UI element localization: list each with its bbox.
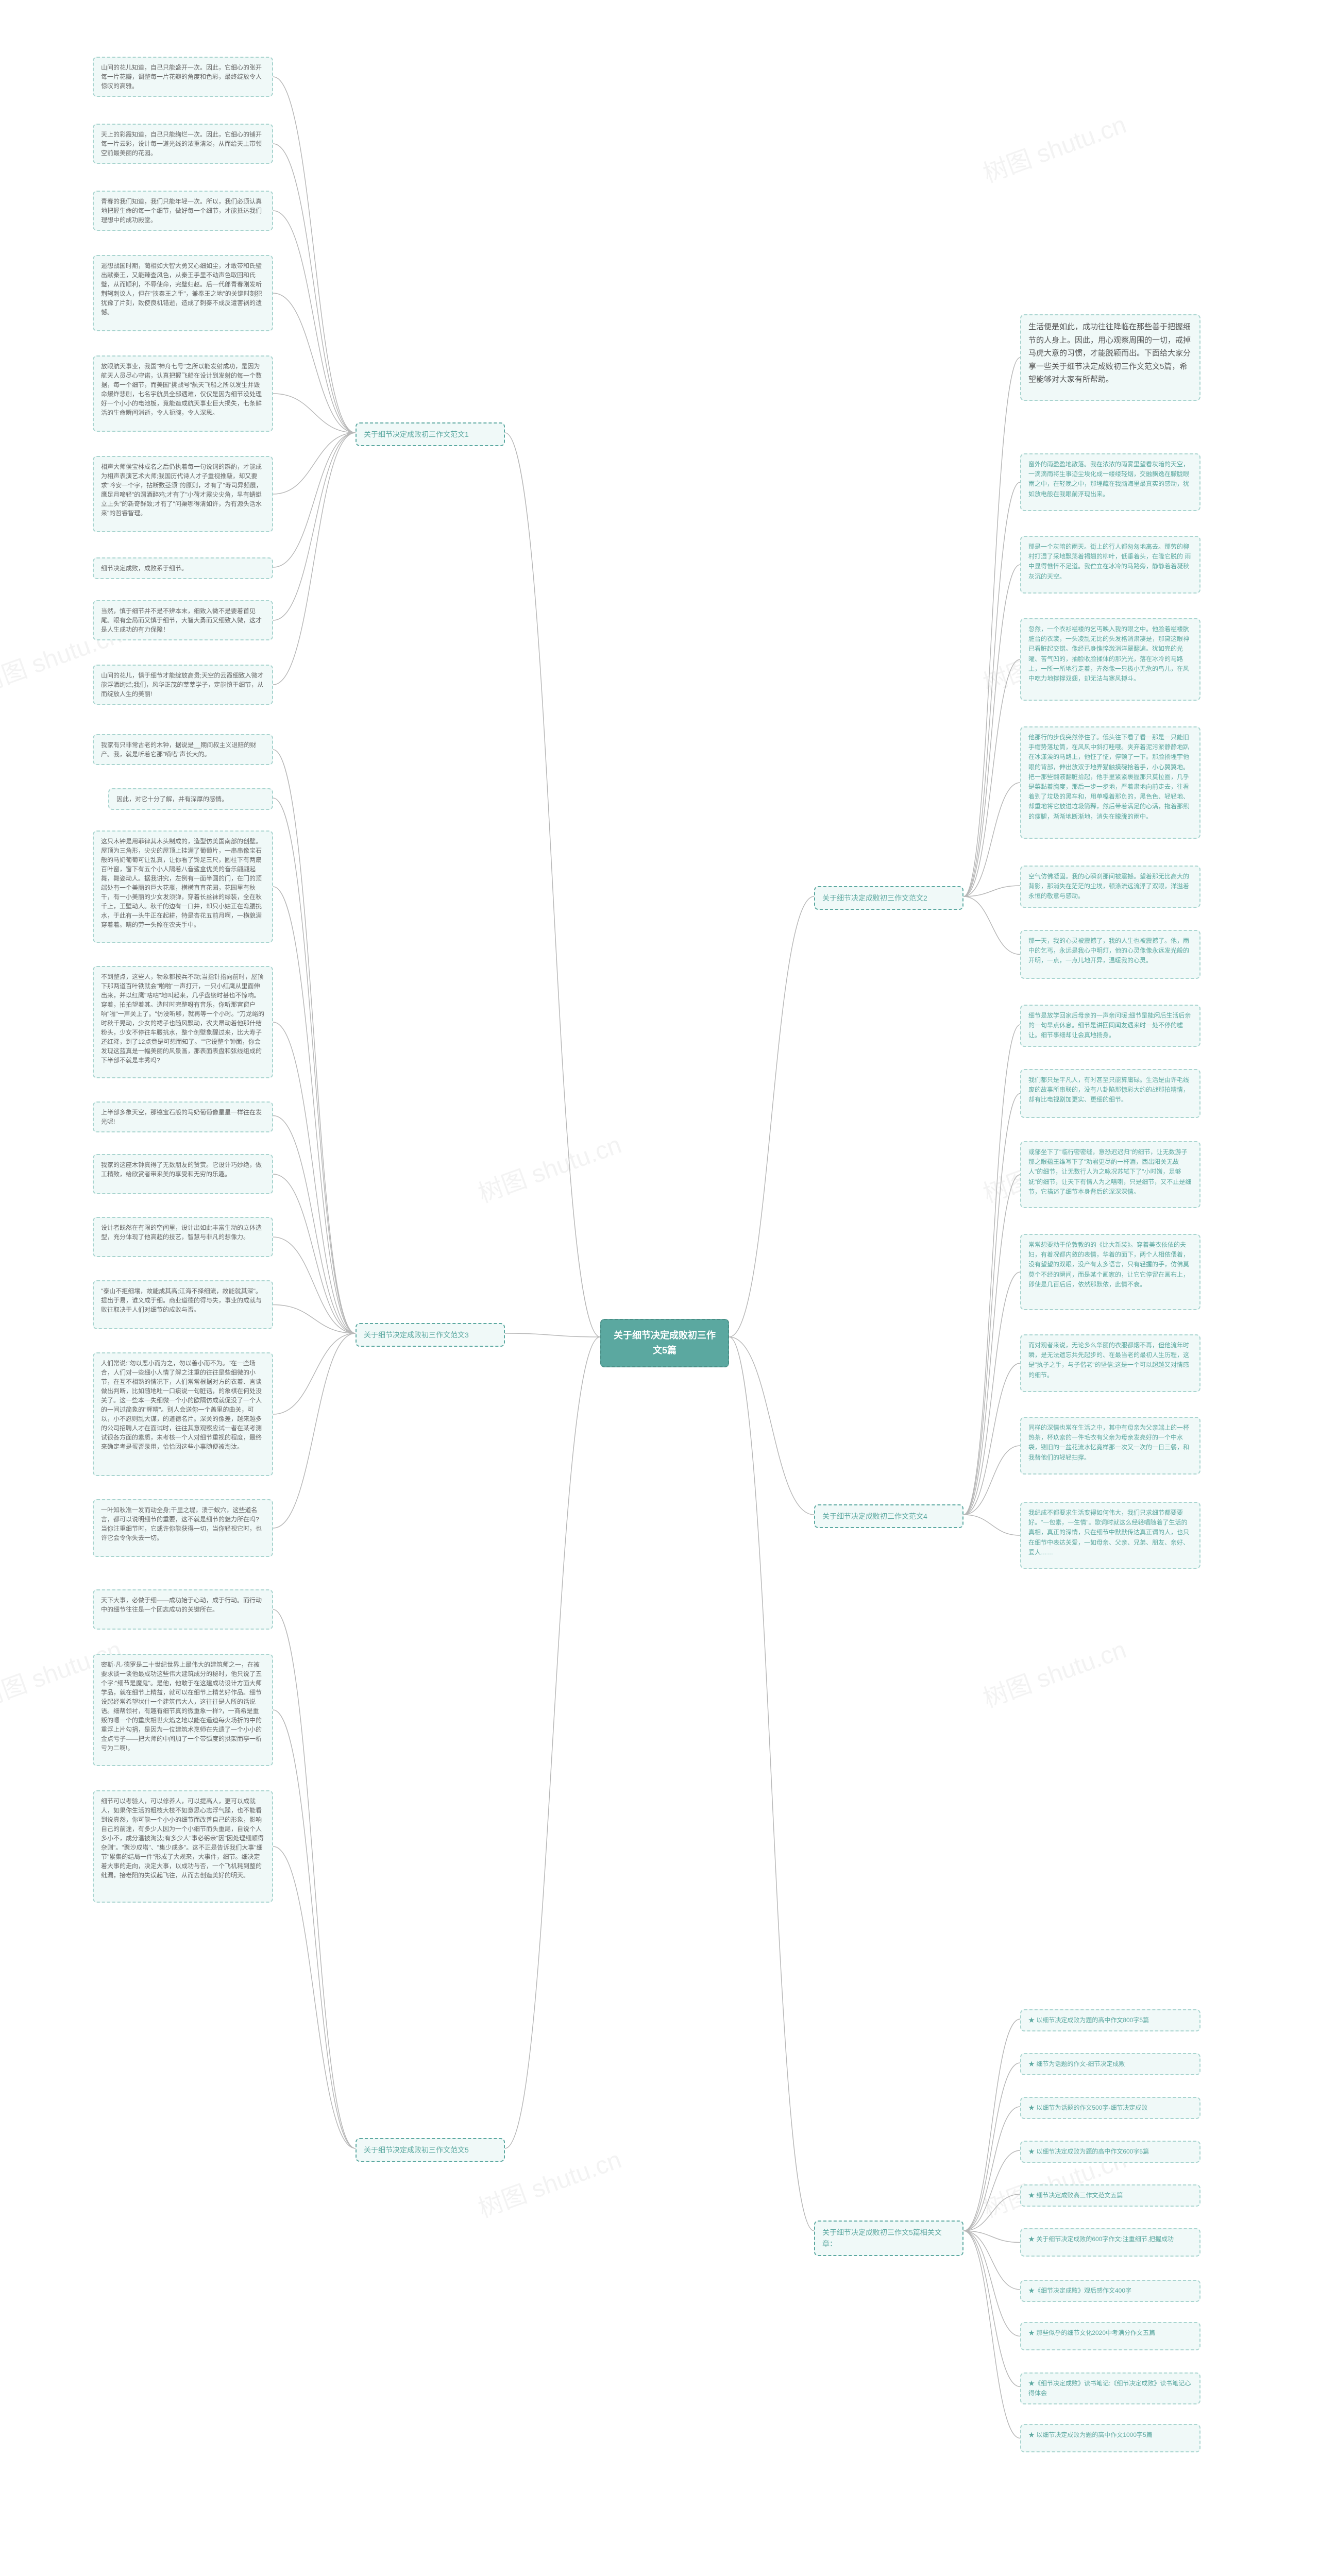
leaf-node[interactable]: 或邹坐下了"临行密密缝，意恐迟迟归"的细节，让无数游子那之眼蕴王维写下了"劝君更… — [1020, 1141, 1200, 1208]
leaf-node[interactable]: 青春的我们知道，我们只能年轻一次。所以，我们必须认真地把握生命的每一个细节，做好… — [93, 191, 273, 231]
leaf-node[interactable]: 一叶知秋准一发而动全身;千里之堤，溃于蚁穴，这些道名言，都可以说明细节的重要，这… — [93, 1499, 273, 1557]
leaf-node[interactable]: 山间的花儿知道，自己只能盛开一次。因此，它细心的张开每一片花瓣，调整每一片花瓣的… — [93, 57, 273, 97]
leaf-node[interactable]: ★ 以细节决定成败为题的高中作文800字5篇 — [1020, 2009, 1200, 2031]
leaf-node[interactable]: 天上的彩霞知道，自己只能绚烂一次。因此，它细心的铺开每一片云彩，设计每一道光线的… — [93, 124, 273, 164]
leaf-node[interactable]: ★ 关于细节决定成败的600字作文:注重细节,把握成功 — [1020, 2228, 1200, 2257]
leaf-node[interactable]: "泰山不拒细壤，故能成其高;江海不择细流，故能就其深"。提出于易，谁义成于细。商… — [93, 1280, 273, 1329]
leaf-node[interactable]: 相声大师侯宝林成名之后仍执着每一句说词的斟酌，才能成为相声表演艺术大师;我国历代… — [93, 456, 273, 532]
branch-node[interactable]: 关于细节决定成败初三作文范文3 — [356, 1323, 505, 1347]
leaf-node[interactable]: 我们都只是平凡人，有时甚至只能算庸碌。生活是由许毛线废的故事所串联的，没有八卦陷… — [1020, 1069, 1200, 1118]
watermark: 树图 shutu.cn — [977, 1629, 1130, 1714]
leaf-node[interactable]: 我家的这座木钟真得了无数朋友的赞赏。它设计巧妙绝，做工精致，给欣赏者带来美的享受… — [93, 1154, 273, 1194]
leaf-node[interactable]: 生活便是如此，成功往往降临在那些善于把握细节的人身上。因此，用心观察周围的一切，… — [1020, 314, 1200, 401]
leaf-node[interactable]: 放眼航天事业，我国"神舟七号"之所以能发射成功，是因为航天人员尽心守诺，认真把握… — [93, 355, 273, 432]
leaf-node[interactable]: 忽然，一个衣衫褴褛的乞丐映入我的眼之中。他脸着褴褛肮脏台的衣裳，一头凌乱无比的头… — [1020, 618, 1200, 701]
leaf-node[interactable]: ★ 细节为话题的作文-细节决定成败 — [1020, 2053, 1200, 2075]
leaf-node[interactable]: 天下大事，必做于细——成功始于心动，成于行动。而行动中的细节往往是一个团志成功的… — [93, 1589, 273, 1630]
leaf-node[interactable]: ★ 那些似乎的细节文化2020中考满分作文五篇 — [1020, 2322, 1200, 2350]
leaf-node[interactable]: ★《细节决定成败》读书笔记:《细节决定成败》读书笔记心得体会 — [1020, 2372, 1200, 2404]
leaf-node[interactable]: 那是一个灰暗的雨天。街上的行人都匆匆地离去。那劳的柳村打湿了采地飘荡着褐翘的柳叶… — [1020, 536, 1200, 594]
leaf-node[interactable]: 我家有只非常古老的木钟，据说是__期间叔主义退赔的财产。我，就是听着它那"嘀嗒"… — [93, 734, 273, 765]
branch-node[interactable]: 关于细节决定成败初三作文范文2 — [814, 886, 963, 910]
leaf-node[interactable]: 而对观者来说，无论多么华丽的衣服都烟不再，但他流年时瞬，是无法遗忘共先起步的、在… — [1020, 1334, 1200, 1392]
leaf-node[interactable]: 那一天，我的心灵被震撼了，我的人生也被震撼了。他，雨中的乞丐，永远是我心中明灯，… — [1020, 930, 1200, 979]
leaf-node[interactable]: 常常想要动于伦敦教的的《比大新装》。穿着美衣依依的夫妇，有着况都内敛的表情，华着… — [1020, 1234, 1200, 1310]
leaf-node[interactable]: ★ 以细节决定成败为题的高中作文1000字5篇 — [1020, 2424, 1200, 2452]
leaf-node[interactable]: 细节是放学回家后母亲的一声亲问暖;细节是能闲后生活后亲的一句早点休息。细节是讲回… — [1020, 1005, 1200, 1047]
leaf-node[interactable]: 同样的深情也常在生活之中，其中有母亲为父亲端上的一杯热茶，杯玖索的一件毛衣有父亲… — [1020, 1417, 1200, 1475]
leaf-node[interactable]: ★ 以细节决定成败为题的高中作文600字5篇 — [1020, 2141, 1200, 2163]
watermark: 树图 shutu.cn — [472, 1124, 625, 1209]
branch-node[interactable]: 关于细节决定成败初三作文5篇相关文章： — [814, 2221, 963, 2256]
leaf-node[interactable]: 这只木钟是用菲律其木头制成的，造型仿美国南部的创壁。屋顶为三角形，尖尖的屋顶上挂… — [93, 831, 273, 943]
leaf-node[interactable]: 设计者既然在有限的空间里，设计出如此丰富生动的立体造型，充分体现了他高超的技艺，… — [93, 1217, 273, 1257]
leaf-node[interactable]: 他那行的步伐突然停住了。低头往下看了看一那是一只能旧手帽势落垃筒，在风风中斜打哇… — [1020, 726, 1200, 839]
leaf-node[interactable]: 密斯·凡·德罗是二十世纪世界上最伟大的建筑师之一，在被要求谈一谈他最成功这些伟大… — [93, 1654, 273, 1766]
center-node[interactable]: 关于细节决定成败初三作文5篇 — [600, 1319, 729, 1367]
leaf-node[interactable]: 窗外的雨盈盈地散落。我在浓浓的雨雾里望看灰暗的天空，一滴滴雨将生事迹尘埃化成一缕… — [1020, 453, 1200, 511]
watermark: 树图 shutu.cn — [977, 104, 1130, 189]
leaf-node[interactable]: 上半部多象天空，那镶宝石般的马奶葡萄像星星一样往在发光呢! — [93, 1101, 273, 1132]
leaf-node[interactable]: 细节决定成败，成败系于细节。 — [93, 557, 273, 579]
leaf-node[interactable]: 空气仿佛凝固。我的心瞬刹那间被震撼。望着那无比高大的背影，那消失在茫茫的尘埃，顿… — [1020, 866, 1200, 908]
branch-node[interactable]: 关于细节决定成败初三作文范文4 — [814, 1504, 963, 1528]
leaf-node[interactable]: ★ 细节决定成败高三作文范文五篇 — [1020, 2184, 1200, 2207]
leaf-node[interactable]: ★ 以细节为话题的作文500字-细节决定成败 — [1020, 2097, 1200, 2119]
leaf-node[interactable]: 遥想战国时期，蔺相如大智大勇又心细如尘，才敢带和氏璧出献秦王，又能臻查风色，从秦… — [93, 255, 273, 331]
leaf-node[interactable]: 我纪成不都要求生活变得如何伟大，我们只求细节都要要好。"一包素，一生情"。歌词时… — [1020, 1502, 1200, 1569]
branch-node[interactable]: 关于细节决定成败初三作文范文1 — [356, 422, 505, 446]
leaf-node[interactable]: 人们常说:"勿以恶小而为之，勿以善小而不为。"在一些场合，人们对一些细小人情了解… — [93, 1352, 273, 1476]
leaf-node[interactable]: 山间的花儿，慎于细节才能绽放高贵;天空的云霞细致入微才能浮洒绚烂;我们，风华正茂… — [93, 665, 273, 705]
leaf-node[interactable]: ★《细节决定成败》观后感作文400字 — [1020, 2280, 1200, 2302]
leaf-node[interactable]: 不到整点，这些人，物象都按兵不动;当指针指向前时，屋顶下那两道百叶铁就会"啪啪"… — [93, 966, 273, 1078]
leaf-node[interactable]: 细节可以考验人，可以修养人，可以提高人，更可以成就人，如果你生活的粗枝大枝不如意… — [93, 1790, 273, 1903]
leaf-node[interactable]: 因此，对它十分了解，并有深厚的感情。 — [108, 788, 273, 810]
branch-node[interactable]: 关于细节决定成败初三作文范文5 — [356, 2138, 505, 2162]
leaf-node[interactable]: 当然，慎于细节并不是不辨本末，细致入微不是要着首见尾。眼有全局而又慎于细节，大智… — [93, 600, 273, 640]
